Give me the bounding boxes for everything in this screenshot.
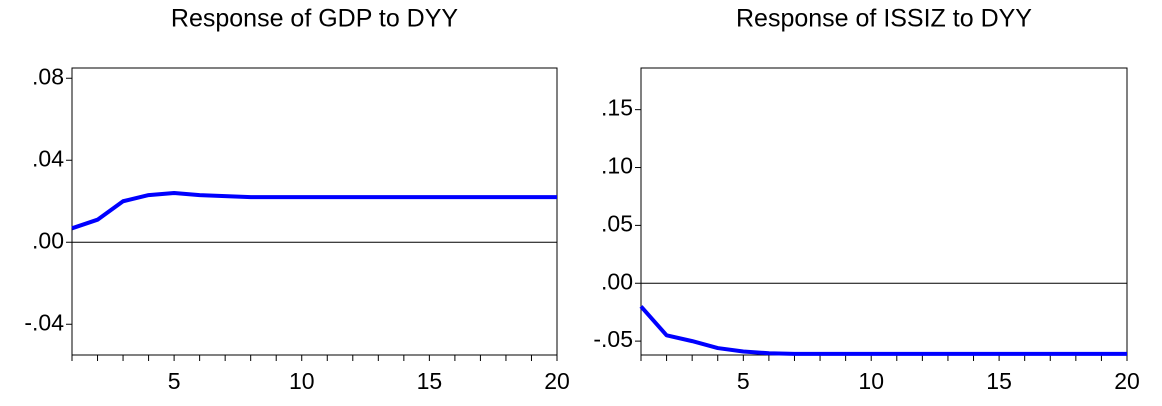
y-tick-label: .00 bbox=[601, 268, 633, 294]
plot-frame bbox=[71, 67, 558, 356]
y-tick-label: .05 bbox=[601, 210, 633, 236]
x-tick-label: 15 bbox=[986, 368, 1012, 394]
y-tick-label: .10 bbox=[601, 153, 633, 179]
response-line bbox=[639, 305, 1127, 356]
x-tick-label: 20 bbox=[1114, 368, 1140, 394]
x-tick-label: 20 bbox=[544, 368, 570, 394]
y-tick-label: .04 bbox=[32, 145, 64, 171]
plot-frame bbox=[640, 67, 1128, 356]
chart-title: Response of ISSIZ to DYY bbox=[736, 5, 1032, 33]
y-tick-label: .00 bbox=[32, 227, 64, 253]
y-tick-label: .08 bbox=[32, 63, 64, 89]
x-tick-label: 5 bbox=[737, 368, 750, 394]
y-tick-label: .15 bbox=[601, 95, 633, 121]
x-tick-label: 15 bbox=[417, 368, 443, 394]
y-tick-label: -.04 bbox=[24, 309, 64, 335]
chart-title: Response of GDP to DYY bbox=[171, 5, 459, 33]
y-tick-label: -.05 bbox=[593, 326, 633, 352]
x-tick-label: 5 bbox=[168, 368, 181, 394]
response-line bbox=[71, 191, 557, 231]
x-tick-label: 10 bbox=[289, 368, 315, 394]
x-tick-label: 10 bbox=[858, 368, 884, 394]
